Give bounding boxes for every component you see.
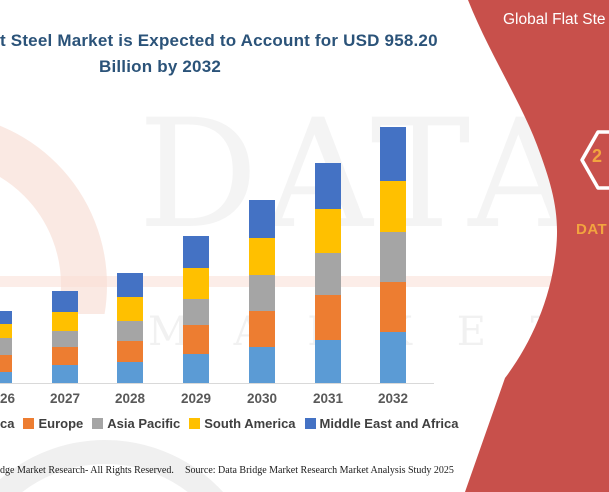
bar-segment-2031-europe bbox=[315, 295, 341, 340]
bar-segment-2028-north-america bbox=[117, 361, 143, 383]
bar-segment-2032-asia-pacific bbox=[380, 231, 406, 283]
bar-segment-2029-north-america bbox=[183, 354, 209, 383]
bar-segment-2031-asia-pacific bbox=[315, 253, 341, 296]
watermark-arc bbox=[0, 438, 280, 492]
legend-label: ca bbox=[0, 416, 15, 431]
bar-segment-2029-asia-pacific bbox=[183, 298, 209, 325]
x-axis-label-2027: 2027 bbox=[49, 391, 81, 406]
bar-2026 bbox=[0, 310, 12, 383]
source-text: Source: Data Bridge Market Research Mark… bbox=[185, 465, 454, 476]
x-axis-label-2030: 2030 bbox=[246, 391, 278, 406]
bar-segment-2029-europe bbox=[183, 324, 209, 355]
x-axis-labels: 26 2027 2028 2029 2030 2031 2032 bbox=[0, 391, 452, 409]
bar-2027 bbox=[52, 291, 78, 383]
bar-segment-2027-north-america bbox=[52, 364, 78, 383]
bar-segment-2027-middle-east-and-africa bbox=[52, 291, 78, 312]
bar-2032 bbox=[380, 127, 406, 383]
bar-segment-2031-middle-east-and-africa bbox=[315, 163, 341, 210]
legend-label: South America bbox=[204, 416, 296, 431]
legend-swatch-south-america bbox=[189, 418, 201, 429]
footer: dge Market Research- All Rights Reserved… bbox=[0, 465, 460, 481]
x-axis-label-2031: 2031 bbox=[312, 391, 344, 406]
chart-title-line1: t Steel Market is Expected to Account fo… bbox=[0, 31, 438, 50]
legend-label: Asia Pacific bbox=[107, 416, 181, 431]
chart-title-line2: Billion by 2032 bbox=[98, 57, 222, 76]
bar-segment-2031-south-america bbox=[315, 209, 341, 254]
bar-segment-2026-asia-pacific bbox=[0, 338, 12, 355]
legend-item-south-america: South America bbox=[189, 416, 296, 431]
bar-2031 bbox=[315, 163, 341, 383]
x-axis-label-2028: 2028 bbox=[114, 391, 146, 406]
bar-segment-2028-europe bbox=[117, 340, 143, 362]
bar-segment-2027-europe bbox=[52, 347, 78, 365]
stacked-bar-chart bbox=[0, 100, 452, 383]
bar-segment-2026-south-america bbox=[0, 323, 12, 339]
bar-segment-2029-south-america bbox=[183, 267, 209, 299]
bar-segment-2026-middle-east-and-africa bbox=[0, 310, 12, 324]
x-axis-line bbox=[0, 383, 434, 384]
bar-segment-2032-south-america bbox=[380, 181, 406, 232]
legend-swatch-asia-pacific bbox=[92, 418, 104, 429]
bar-segment-2026-north-america bbox=[0, 372, 12, 383]
side-panel-heading: Global Flat Ste bbox=[503, 11, 606, 28]
bar-segment-2032-europe bbox=[380, 282, 406, 332]
legend-label: Europe bbox=[38, 416, 84, 431]
brand-name-fragment: DAT bbox=[576, 221, 608, 238]
bar-segment-2032-north-america bbox=[380, 332, 406, 383]
bar-segment-2027-asia-pacific bbox=[52, 330, 78, 348]
bar-segment-2030-europe bbox=[249, 310, 275, 348]
bar-2030 bbox=[249, 200, 275, 383]
bar-segment-2028-south-america bbox=[117, 297, 143, 321]
bar-segment-2027-south-america bbox=[52, 311, 78, 331]
watermark-band bbox=[0, 276, 609, 287]
chart-legend: ca Europe Asia Pacific South America Middle … bbox=[0, 416, 458, 431]
bar-segment-2030-asia-pacific bbox=[249, 274, 275, 311]
x-axis-label-2026: 26 bbox=[0, 391, 16, 406]
cagr-value: 2 bbox=[592, 146, 603, 166]
legend-swatch-europe bbox=[23, 418, 35, 429]
bar-segment-2030-south-america bbox=[249, 238, 275, 275]
bar-2028 bbox=[117, 273, 143, 383]
copyright-text: dge Market Research- All Rights Reserved… bbox=[0, 465, 174, 476]
bar-2029 bbox=[183, 236, 209, 383]
bar-segment-2028-middle-east-and-africa bbox=[117, 273, 143, 298]
bar-segment-2029-middle-east-and-africa bbox=[183, 236, 209, 268]
legend-label: Middle East and Africa bbox=[319, 416, 459, 431]
legend-swatch-middle-east-and-africa bbox=[304, 418, 316, 429]
bar-segment-2028-asia-pacific bbox=[117, 320, 143, 341]
bar-segment-2026-europe bbox=[0, 354, 12, 373]
bar-segment-2030-middle-east-and-africa bbox=[249, 200, 275, 239]
bar-segment-2031-north-america bbox=[315, 339, 341, 383]
legend-item-middle-east-and-africa: Middle East and Africa bbox=[304, 416, 459, 431]
legend-item-north-america: ca bbox=[0, 416, 14, 431]
legend-item-europe: Europe bbox=[23, 416, 83, 431]
bar-segment-2032-middle-east-and-africa bbox=[380, 127, 406, 182]
bar-segment-2030-north-america bbox=[249, 347, 275, 383]
x-axis-label-2032: 2032 bbox=[377, 391, 409, 406]
legend-item-asia-pacific: Asia Pacific bbox=[92, 416, 180, 431]
x-axis-label-2029: 2029 bbox=[180, 391, 212, 406]
